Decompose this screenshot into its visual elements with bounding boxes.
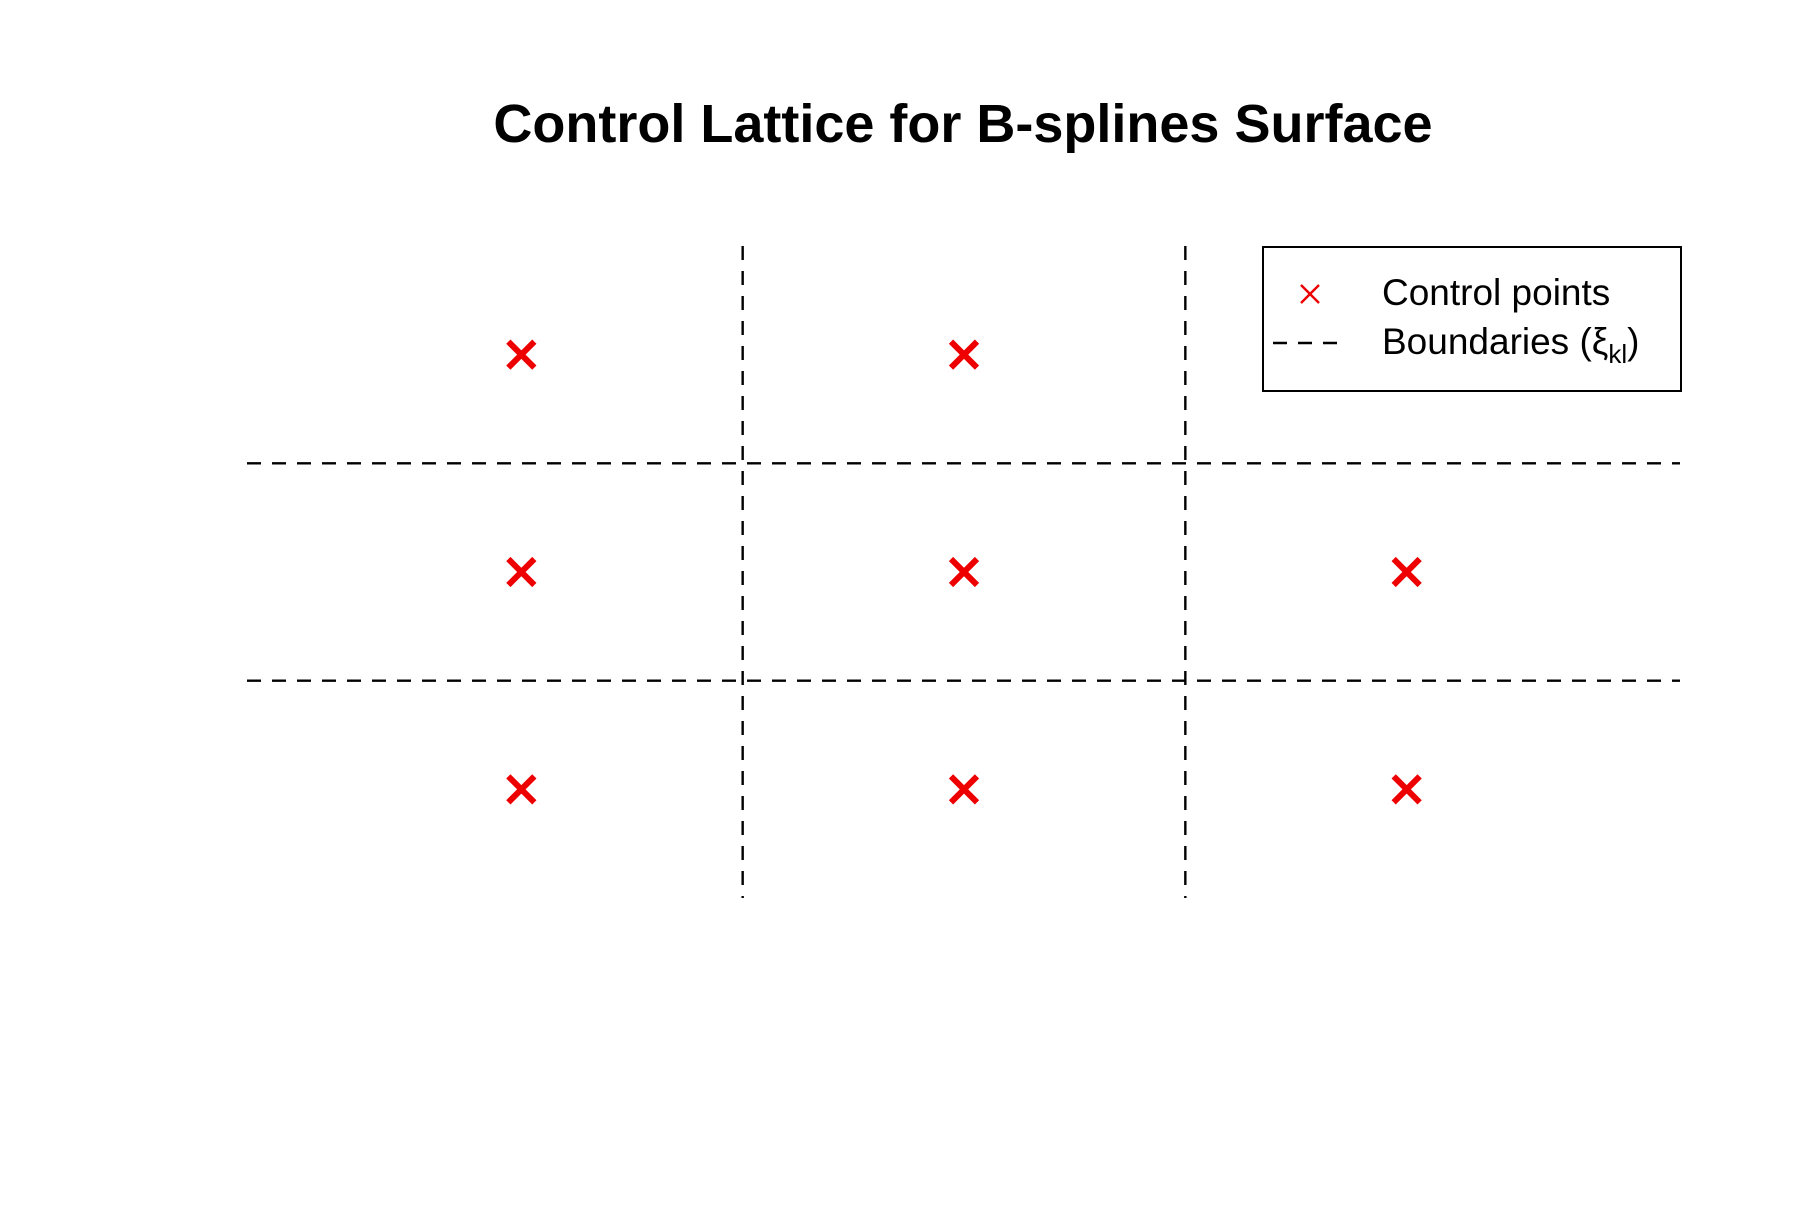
chart-title: Control Lattice for B-splines Surface <box>493 94 1432 154</box>
control-point-marker <box>948 556 980 588</box>
control-point-marker <box>1391 774 1422 805</box>
control-point-marker <box>948 774 980 805</box>
legend-boundaries-subscript: kl <box>1608 339 1627 369</box>
control-point-marker <box>506 556 537 588</box>
legend-boundaries-suffix: ) <box>1627 321 1639 362</box>
control-point-marker <box>948 339 980 370</box>
legend-boundaries-text: Boundaries (ξ <box>1382 321 1608 362</box>
control-points <box>506 339 1422 805</box>
legend-control-points-marker <box>1300 284 1320 304</box>
legend: Control points Boundaries (ξkl) <box>1262 246 1682 392</box>
boundary-lines <box>247 246 1680 898</box>
control-point-marker <box>506 339 537 370</box>
control-point-marker <box>506 774 537 805</box>
legend-box <box>1262 246 1682 392</box>
legend-control-points-label: Control points <box>1382 272 1610 313</box>
control-point-marker <box>1391 556 1422 588</box>
legend-boundaries-label: Boundaries (ξkl) <box>1382 321 1639 369</box>
